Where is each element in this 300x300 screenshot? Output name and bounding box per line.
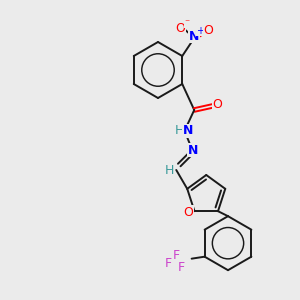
Text: ⁻: ⁻ — [185, 18, 190, 28]
Text: O: O — [184, 206, 194, 219]
Text: F: F — [173, 249, 180, 262]
Text: H: H — [175, 124, 184, 136]
Text: O: O — [175, 22, 185, 34]
Text: H: H — [165, 164, 174, 178]
Text: O: O — [203, 23, 213, 37]
Text: F: F — [178, 261, 185, 274]
Text: N: N — [189, 29, 200, 43]
Text: F: F — [165, 257, 172, 270]
Text: N: N — [183, 124, 194, 137]
Text: O: O — [212, 98, 222, 112]
Text: +: + — [196, 26, 204, 36]
Text: N: N — [188, 143, 198, 157]
